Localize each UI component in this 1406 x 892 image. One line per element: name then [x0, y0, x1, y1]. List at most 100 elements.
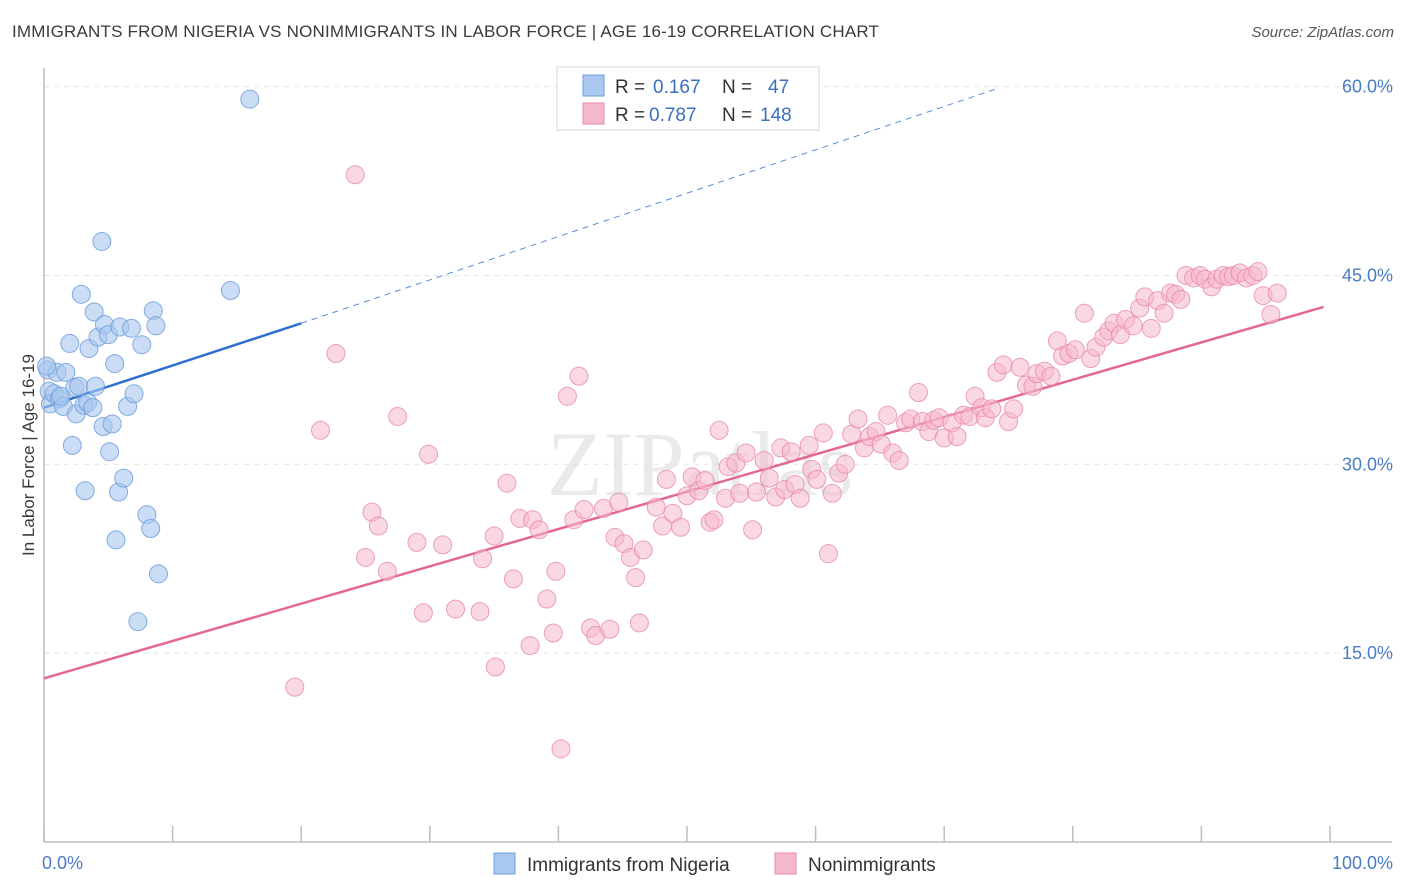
point-nigeria-41: [146, 316, 166, 336]
point-nonimmigrants-67: [781, 442, 801, 462]
trend-lines: [43, 88, 1324, 680]
y-axis-label: In Labor Force | Age 16-19: [19, 354, 38, 556]
point-nonimmigrants-74: [818, 544, 838, 564]
point-nonimmigrants-102: [982, 399, 1002, 419]
point-nonimmigrants-40: [626, 568, 646, 588]
y-tick-label-0: 15.0%: [1342, 643, 1393, 663]
point-nonimmigrants-45: [656, 469, 676, 489]
legend-n-value-1: 47: [768, 77, 789, 98]
point-nonimmigrants-4: [356, 547, 375, 567]
point-nonimmigrants-104: [993, 355, 1013, 375]
point-nonimmigrants-59: [736, 443, 756, 463]
point-nonimmigrants-13: [446, 599, 466, 619]
point-nonimmigrants-79: [848, 409, 868, 429]
point-nonimmigrants-18: [497, 473, 517, 493]
point-nigeria-28: [105, 354, 125, 374]
point-nigeria-29: [106, 530, 126, 550]
point-nonimmigrants-6: [368, 516, 388, 536]
y-tick-label-3: 60.0%: [1342, 77, 1393, 97]
series-legend: Immigrants from Nigeria Nonimmigrants: [493, 852, 936, 876]
x-tick-label-0: 0.0%: [42, 853, 83, 873]
point-nonimmigrants-106: [1004, 399, 1024, 419]
point-nonimmigrants-19: [503, 569, 523, 589]
point-nonimmigrants-72: [807, 469, 827, 489]
point-nigeria-7: [56, 362, 76, 382]
point-nonimmigrants-112: [1041, 366, 1061, 386]
point-nonimmigrants-42: [633, 540, 653, 560]
point-nonimmigrants-146: [1248, 262, 1268, 282]
point-nonimmigrants-47: [671, 517, 691, 537]
point-nigeria-22: [92, 231, 112, 251]
point-nonimmigrants-133: [1171, 289, 1191, 309]
point-nigeria-46: [51, 386, 71, 406]
series-swatch-nigeria: [493, 852, 516, 875]
point-nigeria-35: [124, 384, 144, 404]
legend-swatch-blue: [582, 74, 605, 97]
point-nigeria-42: [148, 564, 168, 584]
trend-line-nigeria-extrapolated: [301, 88, 996, 324]
point-nonimmigrants-23: [529, 520, 549, 540]
point-nigeria-12: [69, 376, 89, 396]
point-nonimmigrants-77: [835, 454, 855, 474]
point-nonimmigrants-54: [709, 420, 729, 440]
point-nonimmigrants-16: [485, 657, 505, 677]
series-label-nonimmigrants: Nonimmigrants: [808, 855, 936, 876]
legend-n-label-2: N =: [722, 105, 752, 126]
point-nonimmigrants-10: [413, 603, 433, 623]
point-nonimmigrants-11: [419, 444, 439, 464]
point-nonimmigrants-96: [947, 427, 967, 447]
legend-r-value-1: 0.167: [653, 77, 701, 98]
chart-title: IMMIGRANTS FROM NIGERIA VS NONIMMIGRANTS…: [12, 22, 880, 41]
point-nigeria-18: [83, 398, 103, 418]
point-nigeria-26: [100, 442, 120, 462]
y-tick-label-1: 30.0%: [1342, 454, 1393, 474]
point-nigeria-17: [75, 481, 95, 501]
point-nonimmigrants-149: [1267, 283, 1287, 303]
point-nonimmigrants-148: [1261, 304, 1281, 324]
point-nigeria-20: [85, 376, 105, 396]
point-nonimmigrants-28: [557, 386, 577, 406]
point-nonimmigrants-25: [543, 623, 563, 643]
point-nonimmigrants-8: [388, 406, 408, 426]
point-nonimmigrants-70: [799, 435, 819, 455]
point-nonimmigrants-89: [908, 383, 928, 403]
point-nigeria-8: [60, 333, 80, 353]
point-nigeria-9: [62, 435, 82, 455]
point-nonimmigrants-0: [285, 677, 305, 697]
point-nonimmigrants-58: [730, 483, 750, 503]
point-nonimmigrants-2: [326, 344, 346, 364]
point-nonimmigrants-26: [546, 561, 566, 581]
point-nigeria-39: [141, 519, 161, 539]
point-nonimmigrants-84: [878, 405, 898, 425]
point-nonimmigrants-43: [646, 497, 666, 517]
point-nigeria-45: [37, 356, 57, 376]
point-nonimmigrants-128: [1141, 318, 1161, 338]
point-nonimmigrants-7: [377, 561, 397, 581]
point-nonimmigrants-30: [569, 366, 589, 386]
correlation-legend: R = 0.167 N = 47 R = 0.787 N = 148: [556, 66, 820, 131]
legend-swatch-pink: [582, 102, 605, 125]
point-nonimmigrants-86: [889, 451, 909, 471]
point-nonimmigrants-62: [754, 451, 774, 471]
point-nonimmigrants-24: [537, 589, 557, 609]
point-nonimmigrants-14: [470, 602, 490, 622]
point-nonimmigrants-9: [407, 532, 427, 552]
point-nigeria-37: [132, 335, 152, 355]
point-nonimmigrants-22: [520, 636, 540, 656]
point-nonimmigrants-17: [484, 526, 504, 546]
point-nonimmigrants-1: [310, 420, 330, 440]
point-nonimmigrants-3: [345, 165, 365, 185]
point-nonimmigrants-63: [759, 468, 779, 488]
point-nigeria-19: [84, 302, 104, 322]
point-nigeria-27: [102, 414, 122, 434]
point-nonimmigrants-15: [473, 549, 493, 569]
point-nigeria-32: [114, 468, 134, 488]
point-nigeria-43: [220, 281, 240, 301]
y-tick-labels: 15.0% 30.0% 45.0% 60.0%: [1342, 77, 1393, 664]
y-tick-label-2: 45.0%: [1342, 265, 1393, 285]
x-tick-label-1: 100.0%: [1332, 853, 1393, 873]
point-nonimmigrants-116: [1065, 340, 1085, 360]
legend-n-label-1: N =: [722, 77, 752, 98]
series-label-nigeria: Immigrants from Nigeria: [527, 855, 730, 876]
